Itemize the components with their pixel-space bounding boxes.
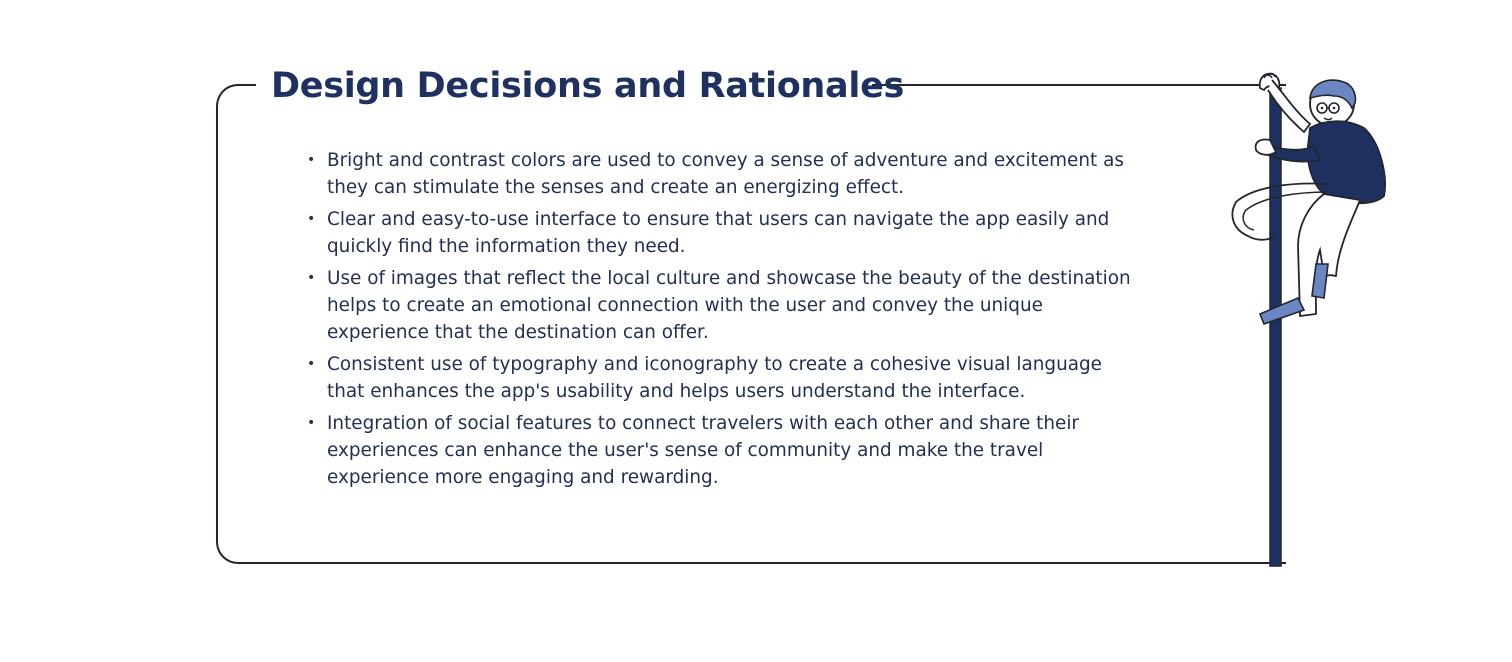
pole xyxy=(1269,87,1282,567)
list-item: Clear and easy-to-use interface to ensur… xyxy=(305,206,1135,260)
raised-arm xyxy=(1267,79,1312,134)
lower-hand xyxy=(1254,138,1278,156)
person-climbing-pole-illustration xyxy=(1231,72,1386,567)
list-item: Integration of social features to connec… xyxy=(305,410,1135,491)
torso xyxy=(1306,120,1386,205)
shoe-left xyxy=(1258,296,1306,326)
head xyxy=(1309,79,1357,127)
list-item: Bright and contrast colors are used to c… xyxy=(305,147,1135,201)
wrapping-leg xyxy=(1231,182,1329,241)
front-leg xyxy=(1297,193,1362,318)
list-item: Consistent use of typography and iconogr… xyxy=(305,351,1135,405)
title-gap xyxy=(256,70,872,102)
page-title: Design Decisions and Rationales xyxy=(271,66,905,106)
list-item: Use of images that reflect the local cul… xyxy=(305,265,1135,346)
shoe-right xyxy=(1311,263,1329,299)
rationale-list: Bright and contrast colors are used to c… xyxy=(305,147,1135,496)
